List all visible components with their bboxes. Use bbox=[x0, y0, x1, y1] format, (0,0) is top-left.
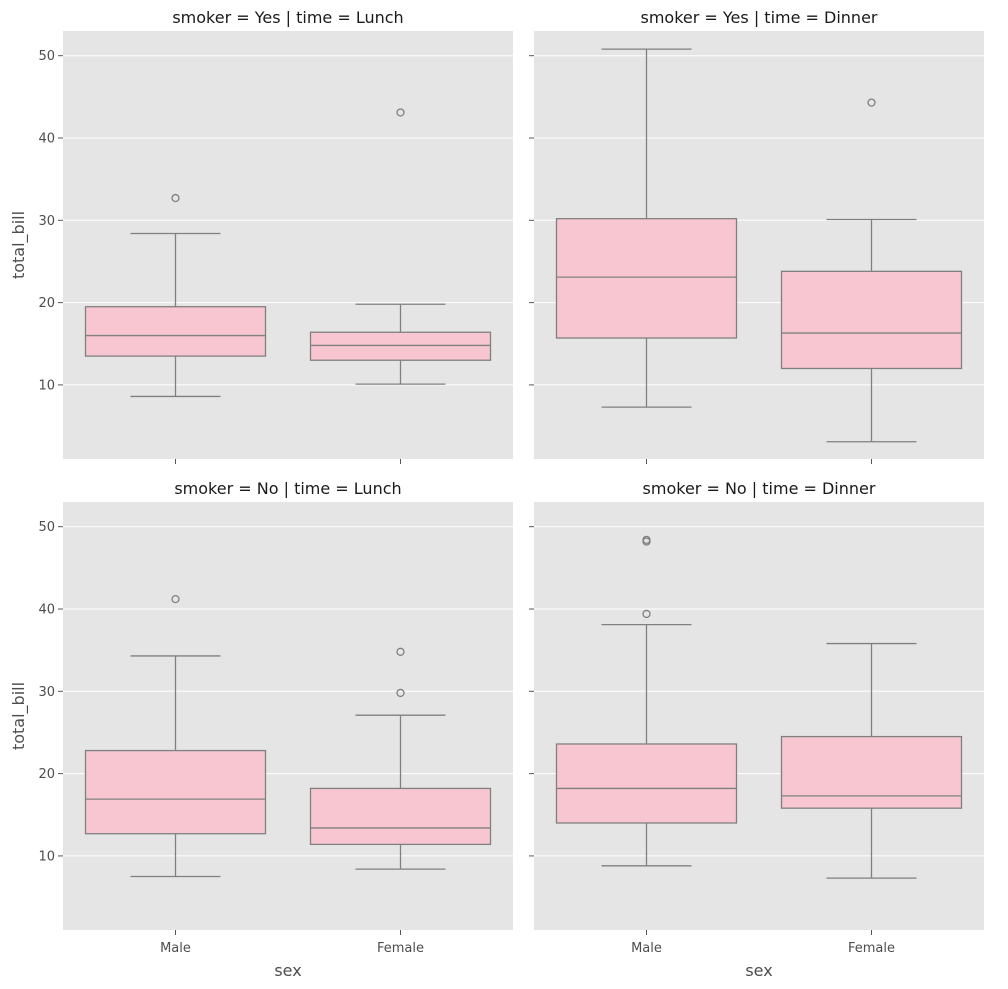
box-male bbox=[84, 193, 267, 398]
panel-background bbox=[63, 502, 513, 930]
outlier-point bbox=[396, 688, 405, 698]
outlier-point bbox=[642, 535, 651, 545]
outlier-point bbox=[867, 98, 876, 107]
panel-title: smoker = No | time = Dinner bbox=[643, 479, 876, 498]
outlier-point bbox=[171, 594, 180, 604]
box-male bbox=[555, 535, 738, 867]
x-axis-label: sex bbox=[274, 961, 301, 980]
y-tick-label: 50 bbox=[38, 520, 55, 535]
panel-title: smoker = Yes | time = Dinner bbox=[641, 8, 878, 27]
facet-panel: Male Female smoker = No | time = Dinner sex bbox=[529, 479, 984, 980]
box-male bbox=[555, 48, 738, 408]
box-female bbox=[780, 98, 963, 443]
iqr-box bbox=[309, 331, 492, 361]
x-tick-label: Female bbox=[848, 941, 895, 956]
outlier-point bbox=[396, 647, 405, 656]
outlier-point bbox=[396, 108, 405, 117]
facet-panel: 10 20 30 40 50 smoker = Yes | time = Lunch tot… bbox=[9, 8, 513, 464]
box-female bbox=[780, 642, 963, 879]
panel-background bbox=[63, 31, 513, 459]
y-tick-label: 20 bbox=[38, 767, 55, 782]
y-axis-label: total_bill bbox=[9, 682, 29, 750]
y-tick-label: 50 bbox=[38, 49, 55, 64]
facet-panel: 10 20 30 40 50 Male Female smoker = No | time =… bbox=[9, 479, 513, 980]
iqr-box bbox=[780, 735, 963, 809]
outlier-point bbox=[642, 609, 651, 619]
iqr-box bbox=[84, 749, 267, 835]
x-tick-label: Male bbox=[160, 941, 191, 956]
panel-title: smoker = No | time = Lunch bbox=[174, 479, 401, 498]
y-tick-label: 10 bbox=[38, 378, 55, 393]
iqr-box bbox=[555, 218, 738, 339]
box-female bbox=[309, 647, 492, 870]
iqr-box bbox=[84, 306, 267, 357]
box-female bbox=[309, 108, 492, 385]
iqr-box bbox=[309, 787, 492, 846]
y-tick-label: 10 bbox=[38, 849, 55, 864]
box-male bbox=[84, 594, 267, 878]
iqr-box bbox=[555, 743, 738, 824]
panel-background bbox=[534, 502, 984, 930]
y-tick-label: 30 bbox=[38, 685, 55, 700]
outlier-point bbox=[171, 193, 180, 203]
panel-title: smoker = Yes | time = Lunch bbox=[172, 8, 403, 27]
x-tick-label: Female bbox=[377, 941, 424, 956]
x-tick-label: Male bbox=[631, 941, 662, 956]
iqr-box bbox=[780, 270, 963, 370]
x-axis-label: sex bbox=[745, 961, 772, 980]
y-axis-label: total_bill bbox=[9, 211, 29, 279]
y-tick-label: 40 bbox=[38, 603, 55, 618]
y-tick-label: 20 bbox=[38, 296, 55, 311]
y-tick-label: 40 bbox=[38, 132, 55, 147]
facet-panel: smoker = Yes | time = Dinner bbox=[529, 8, 984, 464]
y-tick-label: 30 bbox=[38, 214, 55, 229]
